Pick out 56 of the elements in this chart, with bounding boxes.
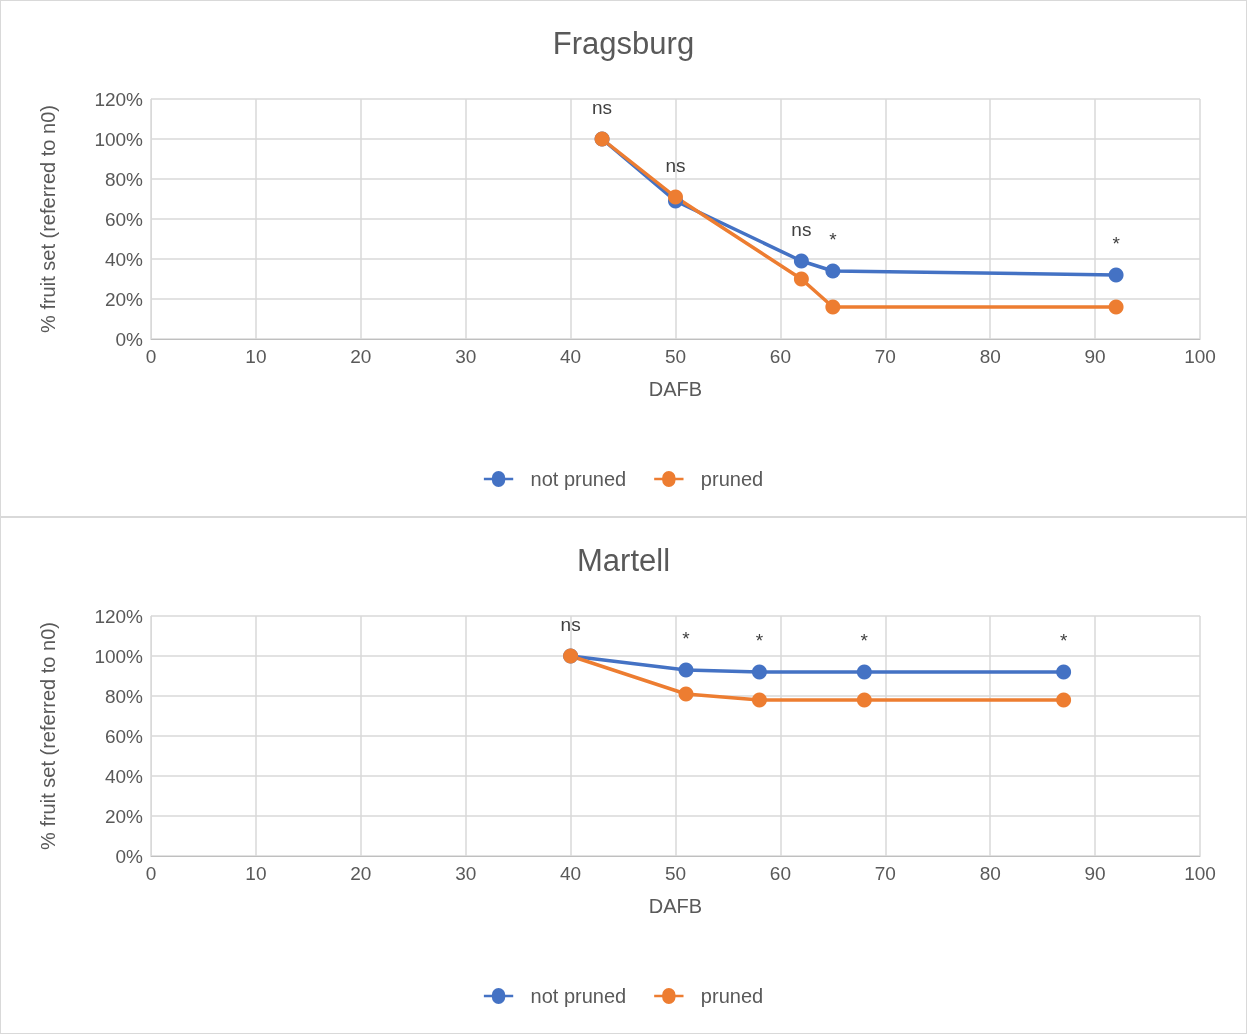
y-tick-label: 40% [104,765,144,787]
y-axis-title: % fruit set (referred to n0) [37,622,59,850]
x-tick-label: 50 [664,346,687,367]
y-tick-label: 80% [104,685,144,707]
y-tick-label: 20% [104,805,144,827]
x-tick-label: 70 [874,346,896,367]
annotation: * [860,629,869,651]
x-tick-label: 0 [145,863,157,884]
annotation: ns [791,218,812,240]
chart-title: Martell [576,543,671,578]
x-tick-label: 30 [455,346,477,367]
annotation: * [755,629,764,651]
x-tick-label: 100 [1184,863,1216,884]
y-tick-label: 20% [104,288,144,310]
x-tick-label: 20 [350,346,372,367]
x-tick-label: 90 [1084,863,1106,884]
annotation: * [1059,629,1068,651]
legend-label: not pruned [530,985,627,1007]
x-tick-label: 80 [979,346,1001,367]
legend-label: pruned [700,985,764,1007]
y-tick-label: 120% [94,88,144,110]
annotation: * [682,627,691,649]
y-tick-label: 80% [104,168,144,190]
annotation: * [829,228,838,250]
chart-title: Fragsburg [552,26,695,61]
y-tick-label: 100% [94,128,144,150]
x-tick-label: 100 [1184,346,1216,367]
x-axis-title: DAFB [648,895,703,917]
y-tick-label: 120% [94,605,144,627]
x-tick-label: 50 [664,863,687,884]
annotation: ns [592,96,613,118]
y-tick-label: 60% [104,208,144,230]
y-tick-label: 100% [94,645,144,667]
x-tick-label: 30 [455,863,477,884]
x-tick-label: 70 [874,863,896,884]
y-axis-title: % fruit set (referred to n0) [37,105,59,333]
x-tick-label: 80 [979,863,1001,884]
x-axis-title: DAFB [648,378,703,400]
legend-label: not pruned [530,468,627,490]
x-tick-label: 20 [350,863,372,884]
x-tick-label: 90 [1084,346,1106,367]
x-tick-label: 60 [769,863,791,884]
x-tick-label: 10 [245,863,267,884]
x-tick-label: 40 [560,863,582,884]
y-tick-label: 60% [104,725,144,747]
y-tick-label: 40% [104,248,144,270]
x-tick-label: 60 [769,346,791,367]
y-tick-label: 0% [115,328,144,350]
annotation: ns [665,154,686,176]
y-tick-label: 0% [115,845,144,867]
annotation: * [1112,232,1121,254]
legend-label: pruned [700,468,764,490]
x-tick-label: 10 [245,346,267,367]
x-tick-label: 0 [145,346,157,367]
x-tick-label: 40 [560,346,582,367]
annotation: ns [560,613,581,635]
